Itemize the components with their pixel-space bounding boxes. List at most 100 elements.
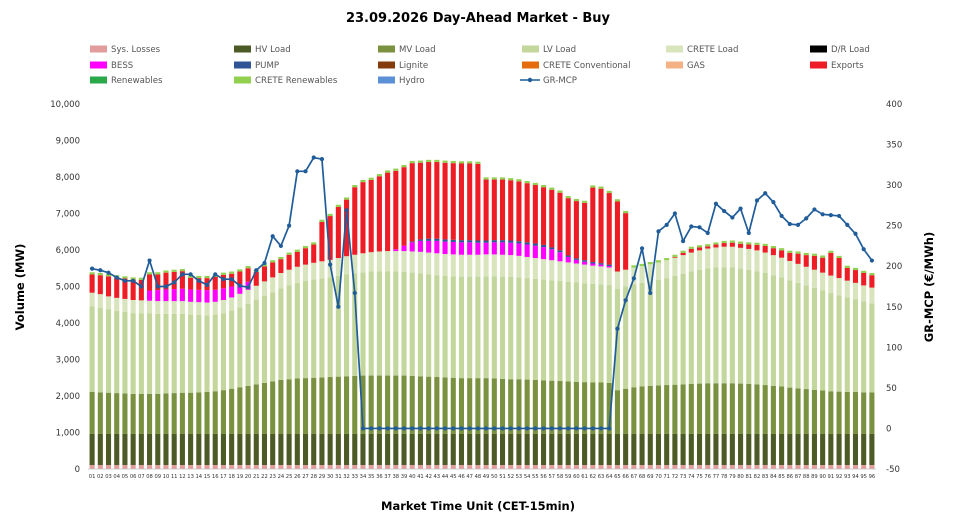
bar-exports (582, 202, 588, 261)
bar-exports (319, 221, 325, 262)
x-tick-label: 11 (171, 474, 178, 480)
bar-hv-load (565, 433, 571, 465)
bar-mv-load (861, 392, 867, 434)
bar-bess (393, 249, 399, 252)
bar-lv-load (541, 279, 547, 381)
bar-lv-load (261, 295, 268, 383)
bar-sys-losses (746, 464, 752, 469)
legend-label: GAS (687, 61, 705, 71)
gr-mcp-point (500, 426, 505, 431)
bar-mv-load (803, 389, 809, 434)
bar-pump (409, 241, 415, 243)
bar-sys-losses (631, 464, 637, 469)
bar-exports (401, 167, 407, 246)
bar-exports (828, 252, 834, 276)
bar-sys-losses (261, 464, 268, 469)
gr-mcp-point (804, 216, 809, 221)
bar-lv-load (532, 278, 538, 380)
bar-lv-load (212, 314, 218, 392)
gr-mcp-point (245, 285, 251, 290)
bar-lv-load (639, 282, 645, 387)
bar-sys-losses (655, 464, 662, 469)
x-tick-label: 50 (491, 474, 498, 480)
bar-sys-losses (565, 464, 571, 469)
bar-bess (598, 264, 604, 267)
bar-crete-renewables (557, 190, 563, 193)
bar-sys-losses (705, 464, 711, 469)
bar-lv-load (385, 271, 391, 376)
bar-lv-load (696, 269, 703, 384)
bar-mv-load (639, 386, 645, 434)
gr-mcp-point (114, 275, 119, 280)
bar-crete-load (335, 258, 341, 276)
bar-mv-load (105, 392, 112, 434)
bar-hv-load (105, 433, 112, 465)
bar-sys-losses (639, 464, 645, 469)
bar-lv-load (278, 288, 284, 380)
bar-crete-renewables (729, 240, 735, 243)
bar-mv-load (97, 392, 103, 434)
bar-crete-load (138, 300, 144, 314)
bar-mv-load (647, 385, 653, 434)
bar-pump (483, 240, 489, 243)
bar-mv-load (426, 376, 432, 434)
bar-crete-renewables (483, 177, 489, 180)
gr-mcp-point (869, 258, 875, 263)
x-tick-label: 35 (368, 474, 375, 480)
legend-swatch (522, 45, 539, 53)
bar-sys-losses (696, 464, 703, 469)
bar-hv-load (302, 433, 309, 465)
bar-hv-load (327, 433, 333, 465)
legend-swatch (90, 45, 107, 53)
gr-mcp-point (615, 326, 620, 331)
legend-label: Exports (831, 61, 864, 71)
bar-exports (417, 162, 423, 240)
x-tick-label: 17 (220, 474, 227, 480)
bar-exports (302, 248, 309, 265)
bar-bess (467, 242, 473, 255)
bar-crete-load (606, 267, 612, 286)
bar-bess (499, 242, 506, 255)
bar-mv-load (171, 393, 177, 434)
bar-pump (532, 243, 538, 246)
bar-lv-load (147, 313, 153, 394)
gr-mcp-point (287, 223, 292, 228)
bar-sys-losses (204, 464, 210, 469)
bar-exports (524, 183, 530, 243)
gr-mcp-point (213, 272, 218, 277)
bar-exports (746, 244, 752, 249)
bar-hv-load (541, 433, 547, 465)
bar-exports (97, 275, 103, 295)
bar-crete-renewables (590, 185, 596, 188)
x-tick-label: 40 (409, 474, 416, 480)
bar-mv-load (754, 384, 760, 434)
bar-hv-load (368, 433, 374, 465)
bar-crete-renewables (713, 242, 719, 245)
bar-sys-losses (319, 464, 325, 469)
bar-hv-load (532, 433, 538, 465)
bar-lv-load (294, 282, 300, 379)
bar-crete-renewables (565, 195, 571, 199)
bar-bess (590, 263, 596, 266)
bar-hv-load (795, 433, 801, 465)
bar-sys-losses (105, 464, 112, 469)
y2-tick-label: 50 (886, 384, 897, 394)
bar-crete-renewables (434, 159, 440, 163)
legend-marker (527, 77, 533, 83)
y-tick-label: 2,000 (56, 392, 80, 402)
bar-lv-load (565, 281, 571, 382)
bar-crete-renewables (311, 242, 317, 245)
x-tick-label: 54 (524, 474, 531, 480)
bar-crete-renewables (278, 256, 284, 260)
x-tick-label: 83 (762, 474, 769, 480)
gr-mcp-point (590, 426, 595, 431)
gr-mcp-point (131, 278, 136, 283)
bar-sys-losses (680, 464, 686, 469)
bar-mv-load (614, 390, 620, 434)
bar-bess (516, 243, 522, 256)
bar-exports (475, 163, 481, 241)
x-tick-label: 01 (89, 474, 96, 480)
bar-mv-load (836, 391, 842, 434)
bar-lv-load (770, 275, 776, 386)
